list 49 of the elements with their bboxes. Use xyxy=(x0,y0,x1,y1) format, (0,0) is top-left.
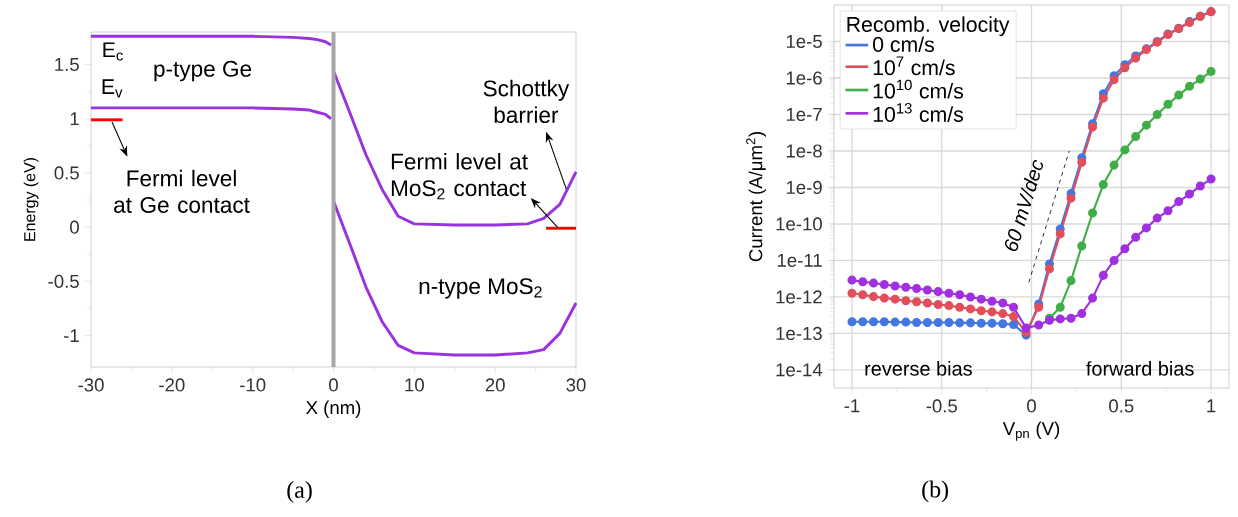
annotation: Fermi level at Ge contact xyxy=(114,169,250,213)
y-tick-label: 1e-14 xyxy=(776,363,823,377)
x-tick-label: -10 xyxy=(240,378,266,392)
y-tick-label: -1 xyxy=(63,329,79,342)
x-tick-label: 1 xyxy=(1207,399,1216,413)
y-axis-title: Energy (eV) xyxy=(23,157,39,241)
x-tick-label: -0.5 xyxy=(926,399,957,413)
y-tick-label: 1e-6 xyxy=(786,71,822,85)
y-tick-label: -0.5 xyxy=(48,274,79,288)
annotation: Fermi level at MoS$_{2}$ contact xyxy=(391,153,528,200)
annotation: p-type Ge xyxy=(154,60,252,82)
x-tick-label: 0.5 xyxy=(1109,399,1134,413)
y-tick-label: 1e-10 xyxy=(776,217,822,231)
y-tick-label: 0 xyxy=(70,220,79,234)
x-tick-label: 10 xyxy=(405,378,424,392)
x-tick-label: -20 xyxy=(159,378,185,392)
y-tick-label: 1e-9 xyxy=(786,180,822,195)
legend-label: 10$^{10}$ cm/s xyxy=(873,79,964,99)
y-tick-label: 1.5 xyxy=(55,58,79,72)
x-axis-title: V$_{pn}$ (V) xyxy=(1002,421,1060,441)
y-axis-title: Current (A/μm$^{2}$) xyxy=(746,132,766,262)
y-tick-label: 1e-12 xyxy=(776,290,822,304)
legend-label: 0 cm/s xyxy=(873,36,934,52)
y-tick-label: 1e-5 xyxy=(786,35,822,48)
y-tick-label: 1e-8 xyxy=(786,144,822,158)
x-tick-label: -30 xyxy=(78,378,104,392)
annotation: forward bias xyxy=(1086,361,1194,376)
text: (b) xyxy=(922,480,949,503)
x-tick-label: -1 xyxy=(844,399,860,413)
legend-label: 10$^{7}$ cm/s xyxy=(873,56,955,76)
y-tick-label: 1e-11 xyxy=(777,253,822,267)
annotation: Schottky barrier xyxy=(483,79,570,123)
annotation: reverse bias xyxy=(865,361,972,376)
y-tick-label: 0.5 xyxy=(54,166,79,180)
annotation: n-type MoS$_{2}$ xyxy=(419,278,542,299)
y-tick-label: 1e-7 xyxy=(786,108,822,121)
y-tick-label: 1 xyxy=(70,112,79,126)
text: (a) xyxy=(287,481,312,503)
y-tick-label: 1e-13 xyxy=(776,326,822,341)
legend-label: 10$^{13}$ cm/s xyxy=(873,103,964,122)
x-tick-label: 0 xyxy=(1027,399,1036,413)
x-tick-label: 0 xyxy=(329,378,338,392)
x-tick-label: 30 xyxy=(566,378,586,392)
annotation: E$_{v}$ xyxy=(102,79,123,98)
x-tick-label: 20 xyxy=(485,378,505,392)
x-axis-title: X (nm) xyxy=(306,400,361,418)
annotation: 60 mV/dec xyxy=(1004,159,1043,252)
legend-title: Recomb. velocity xyxy=(847,16,1010,37)
annotation: E$_{c}$ xyxy=(103,42,123,61)
